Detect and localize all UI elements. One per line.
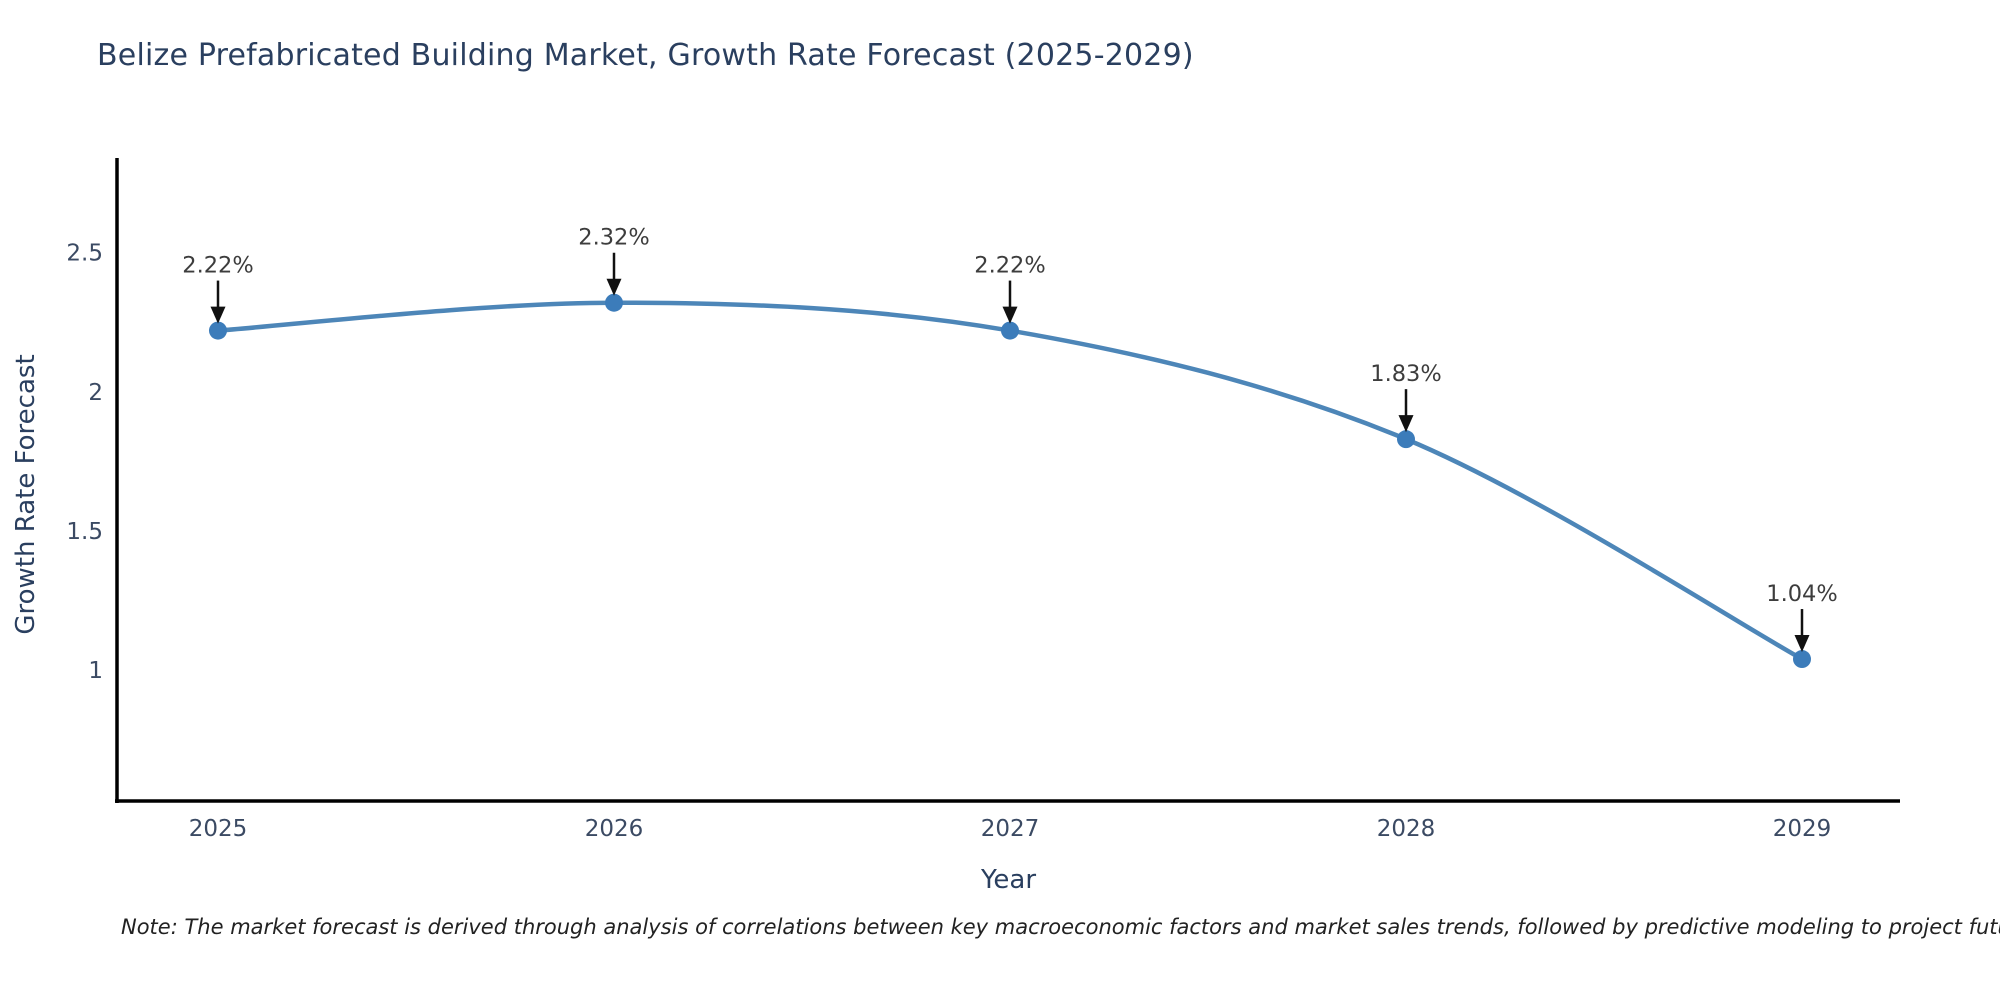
data-point-marker — [1001, 321, 1019, 340]
y-axis-title: Growth Rate Forecast — [11, 354, 41, 634]
data-point-marker — [605, 293, 623, 312]
y-tick-label: 2 — [88, 380, 103, 406]
y-tick-label: 1.5 — [66, 519, 103, 545]
growth-rate-line-chart: 2.5 2 1.5 1 2025 2026 2027 2028 2029 Year Growth R… — [11, 158, 1900, 895]
data-point-label: 1.04% — [1766, 581, 1837, 607]
data-point-marker — [1397, 430, 1415, 449]
x-tick-label: 2025 — [189, 816, 248, 842]
annotation-arrowhead-icon — [606, 278, 622, 296]
data-point-label: 2.32% — [578, 225, 649, 251]
data-point-marker — [1793, 650, 1811, 669]
x-tick-label: 2026 — [585, 816, 644, 842]
annotation-arrowhead-icon — [1398, 415, 1414, 433]
footnote: Note: The market forecast is derived thr… — [121, 915, 2000, 939]
x-tick-label: 2028 — [1377, 816, 1436, 842]
x-tick-label: 2029 — [1773, 816, 1832, 842]
data-point-label: 1.83% — [1370, 361, 1441, 387]
x-tick-label: 2027 — [981, 816, 1040, 842]
forecast-line — [215, 300, 1805, 662]
y-tick-label: 2.5 — [66, 241, 103, 267]
annotation-arrowhead-icon — [210, 306, 226, 324]
data-point-label: 2.22% — [974, 253, 1045, 279]
chart-title: Belize Prefabricated Building Market, Gr… — [97, 38, 1194, 73]
y-tick-label: 1 — [88, 658, 103, 684]
annotation-arrowhead-icon — [1002, 306, 1018, 324]
data-point-marker — [209, 321, 227, 340]
data-point-label: 2.22% — [182, 253, 253, 279]
x-axis-title: Year — [980, 865, 1036, 895]
annotation-arrowhead-icon — [1794, 635, 1810, 653]
